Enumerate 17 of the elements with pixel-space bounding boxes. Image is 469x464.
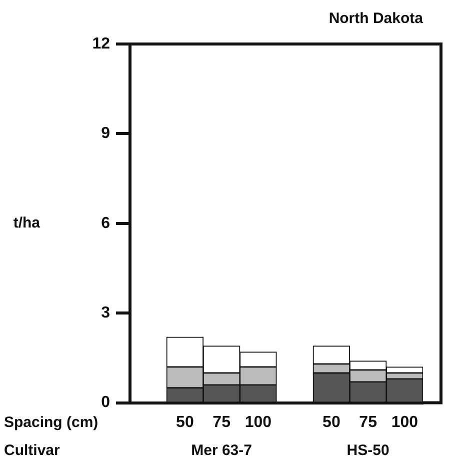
text: Mer 63-7 [191, 442, 252, 459]
chart-title: North Dakota [328, 10, 424, 28]
text: HS-50 [346, 442, 390, 459]
x-tick-label: 100 [244, 414, 272, 431]
x-tick-label: 50 [176, 414, 194, 431]
x-tick-label: 75 [359, 414, 378, 431]
y-tick-label: 0 [101, 394, 110, 412]
x-tick-label: 100 [391, 414, 418, 431]
y-tick-label: 12 [92, 35, 110, 52]
y-tick-label: 9 [101, 125, 110, 142]
x-tick-label: 75 [212, 414, 231, 431]
x-axis-title: Spacing (cm) [4, 414, 98, 431]
y-tick-label: 3 [101, 304, 110, 322]
text: Cultivar [4, 442, 60, 459]
y-axis-title: t/ha [13, 214, 41, 232]
y-tick-label: 6 [101, 214, 110, 232]
x-tick-label: 50 [322, 414, 340, 431]
